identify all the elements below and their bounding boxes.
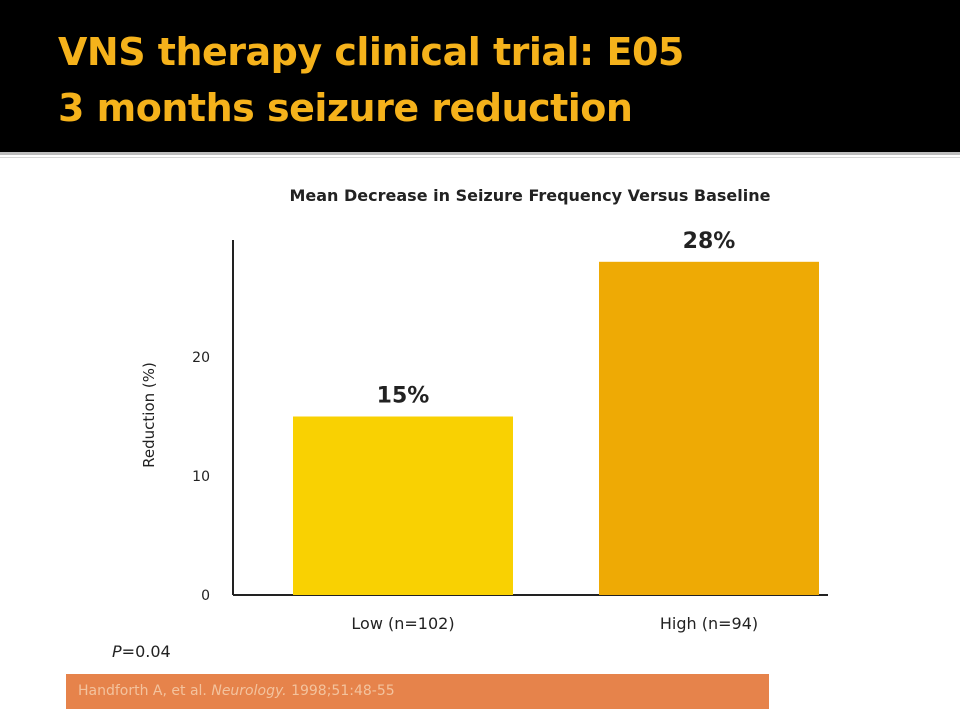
chart-title: Mean Decrease in Seizure Frequency Versu… bbox=[289, 186, 771, 205]
y-tick-label: 0 bbox=[201, 588, 210, 604]
data-label: 28% bbox=[683, 229, 736, 254]
citation-authors: Handforth A, et al. bbox=[78, 683, 207, 699]
bar-high bbox=[599, 261, 819, 595]
title-divider-thin bbox=[0, 157, 960, 158]
y-tick-label: 20 bbox=[192, 350, 210, 366]
p-value-symbol: P bbox=[112, 642, 122, 661]
y-axis-title: Reduction (%) bbox=[140, 362, 158, 468]
p-value-number: =0.04 bbox=[121, 642, 171, 661]
citation-reference: 1998;51:48-55 bbox=[291, 683, 395, 699]
x-category-label: Low (n=102) bbox=[351, 614, 454, 633]
slide-title-line2: 3 months seizure reduction bbox=[58, 86, 633, 130]
title-divider bbox=[0, 152, 960, 155]
citation-banner: Handforth A, et al. Neurology. 1998;51:4… bbox=[66, 674, 769, 709]
data-label: 15% bbox=[377, 384, 430, 409]
slide-title-line1: VNS therapy clinical trial: E05 bbox=[58, 30, 684, 74]
bar-low bbox=[293, 416, 513, 595]
y-tick-label: 10 bbox=[192, 469, 210, 485]
title-bar: VNS therapy clinical trial: E05 3 months… bbox=[0, 0, 960, 152]
x-category-label: High (n=94) bbox=[660, 614, 758, 633]
p-value: P=0.04 bbox=[112, 642, 171, 661]
citation-journal: Neurology. bbox=[211, 683, 287, 699]
